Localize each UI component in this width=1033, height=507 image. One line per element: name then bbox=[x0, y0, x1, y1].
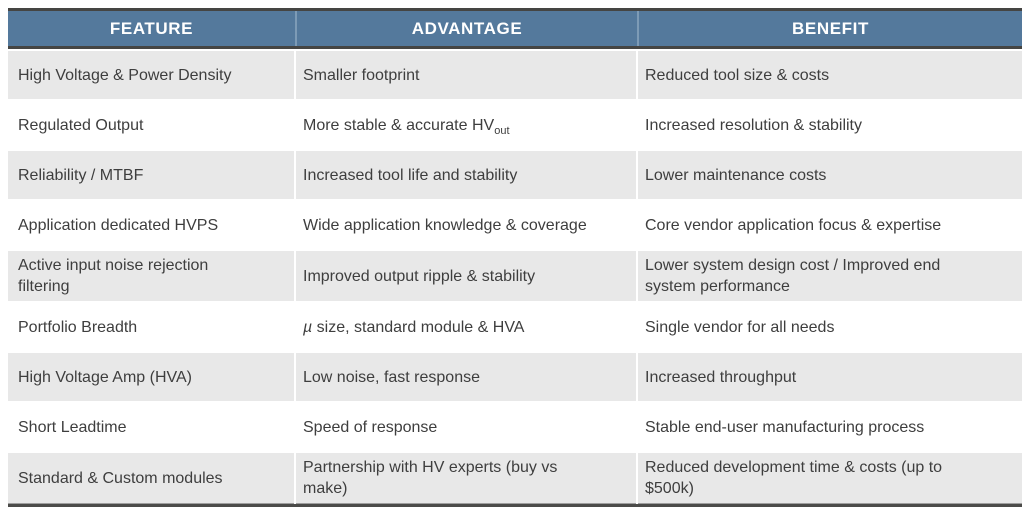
advantage-cell: Smaller footprint bbox=[294, 49, 637, 100]
table-row: Short Leadtime Speed of response Stable … bbox=[8, 401, 1022, 452]
feature-cell: Application dedicated HVPS bbox=[8, 199, 295, 250]
advantage-cell: Partnership with HV experts (buy vs make… bbox=[294, 451, 637, 504]
header-cell-feature: FEATURE bbox=[109, 18, 194, 38]
benefit-cell: Stable end-user manufacturing process bbox=[636, 401, 1022, 452]
feature-advantage-benefit-table: FEATURE ADVANTAGE BENEFIT High Voltage &… bbox=[8, 8, 1022, 507]
table-row: Regulated Output More stable & accurate … bbox=[8, 99, 1022, 150]
benefit-cell: Lower system design cost / Improved end … bbox=[636, 249, 1022, 302]
feature-cell: Regulated Output bbox=[8, 99, 295, 150]
table-row: Portfolio Breadth µ size, standard modul… bbox=[8, 301, 1022, 352]
hv-out-subscript: out bbox=[494, 124, 510, 137]
advantage-cell: Wide application knowledge & coverage bbox=[294, 199, 637, 250]
benefit-cell: Increased throughput bbox=[636, 351, 1022, 402]
feature-cell: Reliability / MTBF bbox=[8, 149, 295, 200]
advantage-text: More stable & accurate HV bbox=[303, 116, 495, 134]
feature-cell: Short Leadtime bbox=[8, 401, 295, 452]
table-row: Standard & Custom modules Partnership wi… bbox=[8, 451, 1022, 504]
advantage-cell: µ size, standard module & HVA bbox=[294, 301, 637, 352]
benefit-cell: Core vendor application focus & expertis… bbox=[636, 199, 1022, 250]
benefit-cell: Lower maintenance costs bbox=[636, 149, 1022, 200]
table-header-row: FEATURE ADVANTAGE BENEFIT bbox=[8, 8, 1022, 49]
mu-symbol: µ bbox=[303, 318, 313, 336]
page: FEATURE ADVANTAGE BENEFIT High Voltage &… bbox=[8, 8, 1022, 507]
table-row: Active input noise rejection filtering I… bbox=[8, 249, 1022, 302]
advantage-cell: Speed of response bbox=[294, 401, 637, 452]
feature-cell: Active input noise rejection filtering bbox=[8, 249, 295, 302]
table-row: High Voltage & Power Density Smaller foo… bbox=[8, 49, 1022, 100]
header-cell-benefit: BENEFIT bbox=[637, 11, 1022, 46]
header-cell-advantage: ADVANTAGE bbox=[295, 11, 637, 46]
advantage-text: size, standard module & HVA bbox=[312, 318, 525, 336]
table-row: Application dedicated HVPS Wide applicat… bbox=[8, 199, 1022, 250]
benefit-cell: Increased resolution & stability bbox=[636, 99, 1022, 150]
feature-cell: Portfolio Breadth bbox=[8, 301, 295, 352]
table-row: Reliability / MTBF Increased tool life a… bbox=[8, 149, 1022, 200]
table-body: High Voltage & Power Density Smaller foo… bbox=[8, 49, 1022, 507]
advantage-cell: More stable & accurate HVout bbox=[294, 99, 637, 150]
benefit-cell: Reduced development time & costs (up to … bbox=[636, 451, 1022, 504]
feature-cell: High Voltage Amp (HVA) bbox=[8, 351, 295, 402]
feature-cell: High Voltage & Power Density bbox=[8, 49, 295, 100]
advantage-cell: Low noise, fast response bbox=[294, 351, 637, 402]
benefit-cell: Reduced tool size & costs bbox=[636, 49, 1022, 100]
advantage-cell: Improved output ripple & stability bbox=[294, 249, 637, 302]
table-row: High Voltage Amp (HVA) Low noise, fast r… bbox=[8, 351, 1022, 402]
benefit-cell: Single vendor for all needs bbox=[636, 301, 1022, 352]
feature-cell: Standard & Custom modules bbox=[8, 451, 295, 504]
advantage-cell: Increased tool life and stability bbox=[294, 149, 637, 200]
